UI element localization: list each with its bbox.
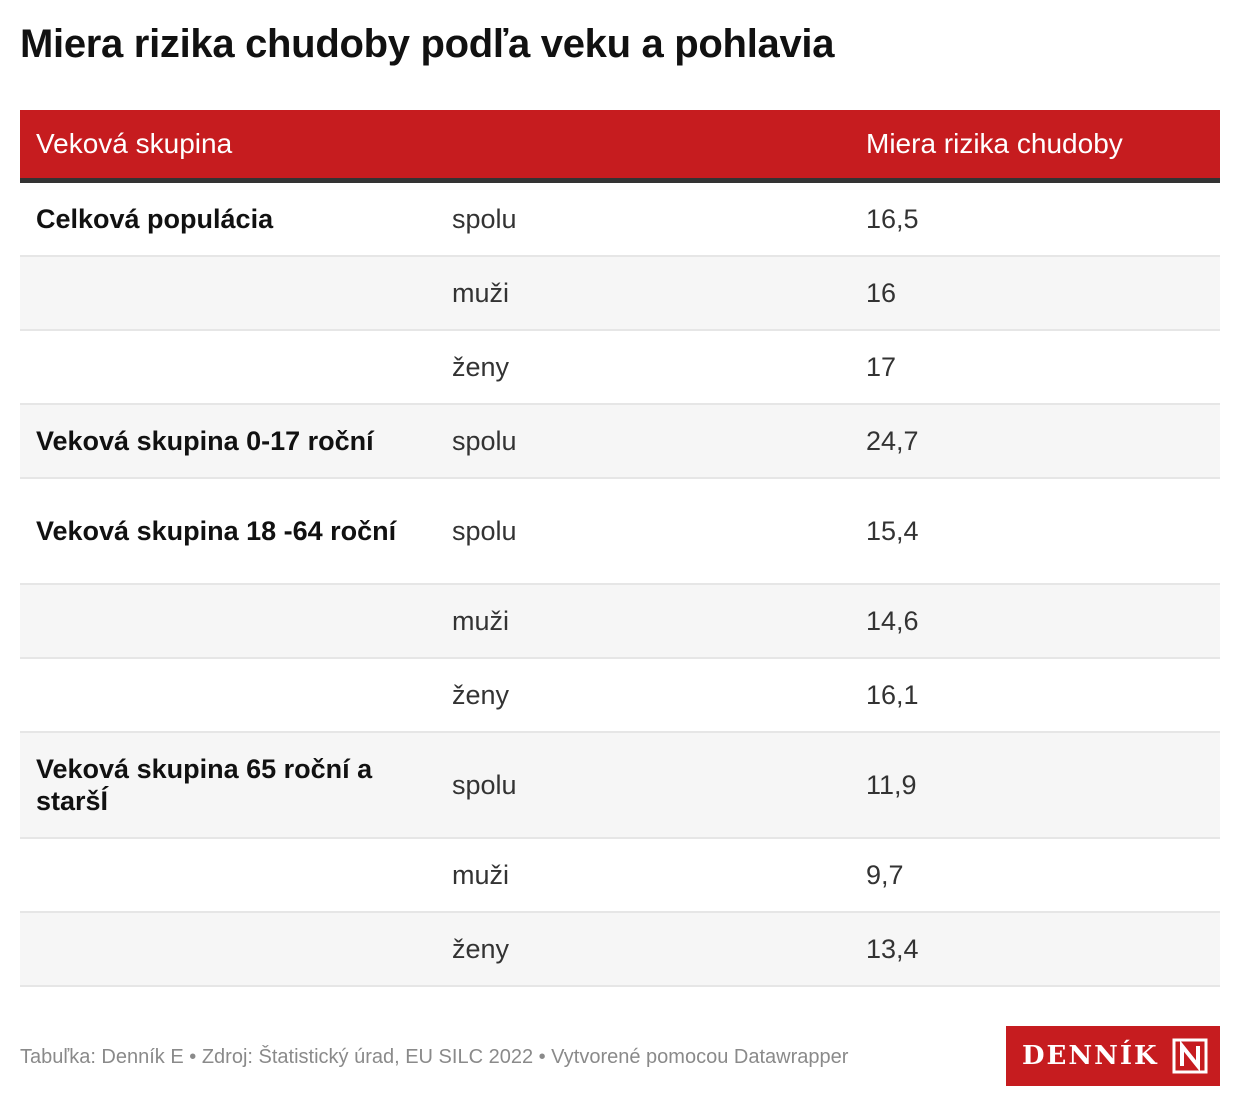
table-row: Veková skupina 18 -64 roční spolu 15,4 [20,479,1220,585]
value-cell: 16,5 [866,203,919,234]
column-header-poverty-rate[interactable]: Miera rizika chudoby [866,128,1123,159]
logo-text: DENNÍK [1022,1041,1159,1071]
sex-cell: muži [452,277,510,308]
group-cell [36,839,406,911]
dennik-logo[interactable]: DENNÍK [1006,1026,1220,1086]
table-row: muži 9,7 [20,839,1220,913]
value-cell: 15,4 [866,515,919,546]
sex-cell: ženy [452,679,510,710]
group-cell [36,331,406,403]
sex-cell: spolu [452,203,517,234]
value-cell: 14,6 [866,605,919,636]
group-cell: Veková skupina 65 roční a staršÍ [36,754,373,816]
value-cell: 16,1 [866,679,919,710]
table-row: ženy 16,1 [20,659,1220,733]
sex-cell: spolu [452,425,517,456]
value-cell: 9,7 [866,859,904,890]
n-logo-icon [1172,1038,1208,1074]
group-cell: Veková skupina 18 -64 roční [36,516,397,546]
value-cell: 16 [866,277,897,308]
group-cell [36,257,406,329]
table-row: muži 16 [20,257,1220,331]
sex-cell: muži [452,859,510,890]
sex-cell: ženy [452,351,510,382]
source-note: Tabuľka: Denník E • Zdroj: Štatistický ú… [20,1046,849,1068]
group-cell [36,659,406,731]
group-cell [36,913,406,985]
group-cell: Veková skupina 0-17 roční [36,426,374,456]
value-cell: 13,4 [866,933,919,964]
table-body: Celková populácia spolu 16,5 muži 16 ženy 17 Ve… [20,183,1220,987]
value-cell: 17 [866,351,897,382]
value-cell: 24,7 [866,425,919,456]
group-cell: Celková populácia [36,204,274,234]
table-row: Veková skupina 65 roční a staršÍ spolu 11,… [20,733,1220,839]
table-row: ženy 13,4 [20,913,1220,987]
table-row: Celková populácia spolu 16,5 [20,183,1220,257]
sex-cell: muži [452,605,510,636]
table-row: Veková skupina 0-17 roční spolu 24,7 [20,405,1220,479]
group-cell [36,585,406,657]
table-row: ženy 17 [20,331,1220,405]
data-table: Veková skupina Miera rizika chudoby Celk… [20,110,1220,987]
table-row: muži 14,6 [20,585,1220,659]
value-cell: 11,9 [866,769,917,800]
table-header: Veková skupina Miera rizika chudoby [20,110,1220,183]
sex-cell: ženy [452,933,510,964]
column-header-age-group[interactable]: Veková skupina [36,128,233,159]
chart-title: Miera rizika chudoby podľa veku a pohlav… [20,22,835,66]
sex-cell: spolu [452,769,517,800]
sex-cell: spolu [452,515,517,546]
